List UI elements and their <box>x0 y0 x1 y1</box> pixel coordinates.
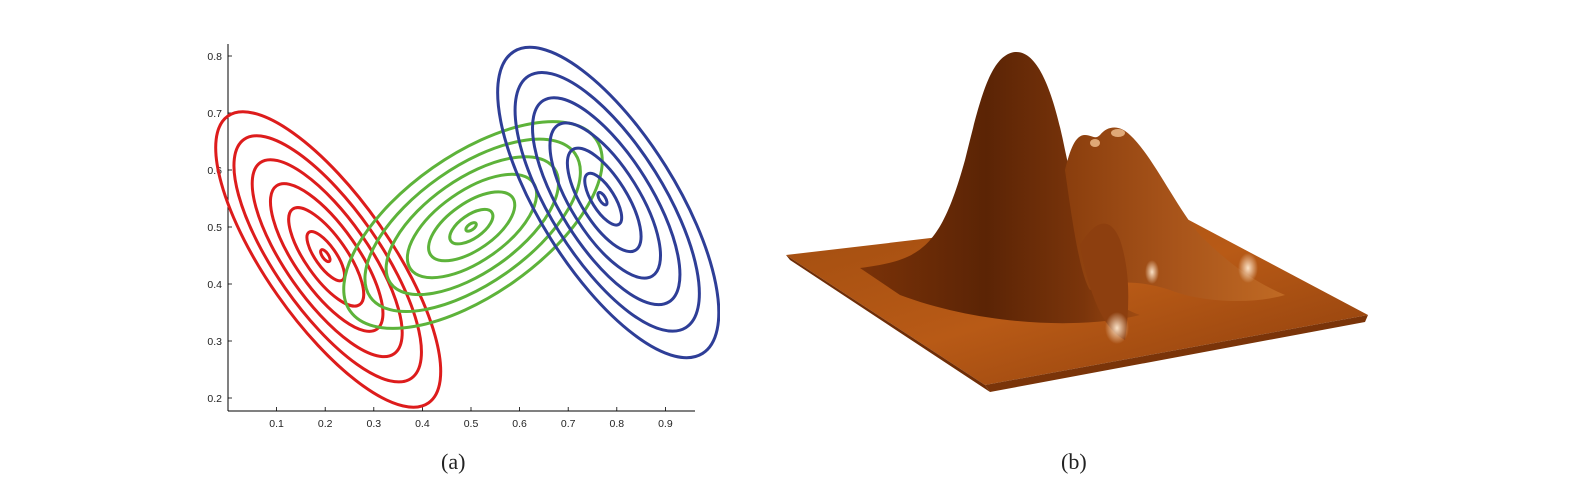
contour-series-3 <box>496 45 720 360</box>
contour-ring <box>513 71 701 333</box>
y-tick-label: 0.7 <box>207 108 222 120</box>
x-tick-label: 0.3 <box>366 418 381 430</box>
contour-ring <box>448 207 495 246</box>
x-tick-label: 0.5 <box>464 418 479 430</box>
y-tick-label: 0.3 <box>207 336 222 348</box>
tick-labels: 0.1 0.2 0.3 0.4 0.5 0.6 0.7 0.8 0.9 0.2 0.3 0.4 0.5 0… <box>207 51 672 430</box>
contour-series-1 <box>214 110 443 409</box>
x-tick-label: 0.4 <box>415 418 430 430</box>
contour-ring <box>342 120 604 330</box>
contour-ring <box>250 158 404 359</box>
contour-ring <box>583 171 624 227</box>
panel-b-caption: (b) <box>1061 449 1087 474</box>
contour-lines <box>214 45 720 409</box>
contour-series-2 <box>342 120 604 330</box>
contour-ring <box>268 182 385 333</box>
contour-ring <box>363 137 582 313</box>
y-tick-label: 0.2 <box>207 393 222 405</box>
x-tick-label: 0.6 <box>512 418 527 430</box>
plot-axes <box>227 44 695 412</box>
y-tick-label: 0.8 <box>207 51 222 63</box>
x-tick-label: 0.2 <box>318 418 333 430</box>
contour-ring <box>496 45 720 360</box>
y-tick-label: 0.5 <box>207 222 222 234</box>
contour-ring <box>319 248 332 264</box>
panel-a-caption: (a) <box>441 449 466 474</box>
contour-plot: 0.1 0.2 0.3 0.4 0.5 0.6 0.7 0.8 0.9 0.2 0.3 0.4 0.5 0… <box>207 44 720 430</box>
contour-ring <box>287 206 366 308</box>
x-tick-label: 0.8 <box>609 418 624 430</box>
x-tick-label: 0.7 <box>561 418 576 430</box>
contour-ring <box>548 121 662 280</box>
contour-ring <box>565 146 643 254</box>
contour-ring <box>214 110 443 409</box>
contour-ring <box>305 230 346 283</box>
contour-ring <box>531 96 682 307</box>
contour-ring <box>427 190 517 263</box>
contour-ring <box>596 190 609 207</box>
surface-plot <box>786 51 1368 392</box>
contour-ring <box>232 134 423 384</box>
contour-ring <box>464 221 478 233</box>
x-tick-label: 0.9 <box>658 418 673 430</box>
surface-peaks <box>860 51 1285 344</box>
x-tick-label: 0.1 <box>269 418 284 430</box>
y-tick-label: 0.4 <box>207 279 222 291</box>
